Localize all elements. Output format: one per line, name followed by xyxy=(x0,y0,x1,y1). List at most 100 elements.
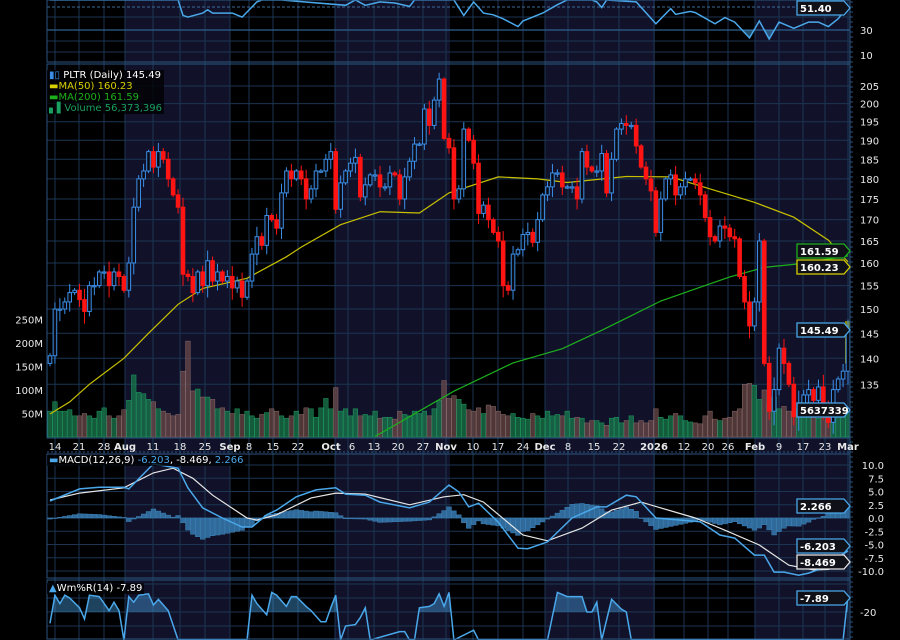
macd-histogram-bar xyxy=(559,509,565,519)
volume-bar xyxy=(126,400,132,438)
volume-bar xyxy=(96,410,102,438)
volume-bar xyxy=(303,407,309,438)
macd-histogram-bar xyxy=(190,517,196,535)
macd-histogram-bar xyxy=(741,517,748,527)
candle xyxy=(229,266,235,300)
volume-bar xyxy=(170,415,176,438)
candle xyxy=(510,245,516,300)
price-axis-label: 160 xyxy=(860,259,879,270)
candle-body xyxy=(486,204,491,221)
candle xyxy=(776,343,782,396)
tag-text: -6.203 xyxy=(800,542,836,553)
candle-body xyxy=(77,289,82,301)
candle xyxy=(382,183,388,192)
candle xyxy=(308,185,314,204)
candle xyxy=(628,121,634,130)
macd-histogram-bar xyxy=(411,517,418,522)
candle-body xyxy=(441,78,447,139)
macd-histogram-bar xyxy=(608,511,615,519)
candle-body xyxy=(747,301,752,327)
candle xyxy=(195,269,201,296)
macd-histogram-bar xyxy=(298,510,304,519)
volume-bar xyxy=(357,415,363,438)
candle-body xyxy=(372,174,378,177)
candle-body xyxy=(293,170,299,180)
month-band xyxy=(335,0,450,640)
candle xyxy=(550,163,555,198)
candle xyxy=(584,144,590,176)
volume-bar xyxy=(259,414,265,438)
candle-body xyxy=(52,308,58,357)
volume-bar xyxy=(530,413,536,438)
candle xyxy=(111,267,117,291)
candle xyxy=(338,175,343,218)
candle xyxy=(348,157,353,178)
candle xyxy=(96,269,102,289)
macd-histogram-bar xyxy=(756,517,762,529)
candle-body xyxy=(540,194,545,221)
candle-body xyxy=(402,176,407,200)
volume-bar xyxy=(549,415,555,438)
macd-histogram-bar xyxy=(308,511,314,519)
volume-bar xyxy=(569,417,575,438)
macd-histogram-bar xyxy=(195,517,201,537)
candle-body xyxy=(816,386,821,401)
volume-bar xyxy=(411,410,418,438)
volume-bar xyxy=(416,413,422,438)
date-axis-label: 21 xyxy=(73,442,86,453)
candle-body xyxy=(668,174,673,180)
candle-body xyxy=(422,108,427,145)
macd-line xyxy=(49,463,849,576)
candle-body xyxy=(205,260,210,287)
volume-bar xyxy=(732,410,738,438)
candle xyxy=(515,247,521,257)
volume-bar xyxy=(352,408,358,438)
candle-body xyxy=(264,214,270,246)
volume-bar xyxy=(175,414,181,438)
macd-histogram-bar xyxy=(628,509,634,519)
candle xyxy=(643,161,649,186)
candle xyxy=(372,169,378,182)
candle-body xyxy=(628,124,634,128)
volume-bar xyxy=(742,384,748,438)
candle xyxy=(520,228,526,257)
candle-body xyxy=(328,151,334,160)
price-axis-label: 165 xyxy=(860,237,879,248)
macd-histogram-bar xyxy=(406,517,413,522)
candle-body xyxy=(136,178,141,208)
candle xyxy=(540,192,545,222)
candle xyxy=(160,148,166,164)
price-axis-label: 195 xyxy=(860,118,879,129)
candle xyxy=(170,176,176,198)
candle xyxy=(545,181,550,202)
candle-body xyxy=(801,394,806,404)
macd-histogram-bar xyxy=(131,517,137,520)
macd-histogram-bar xyxy=(318,511,324,519)
date-axis-label: 10 xyxy=(467,442,480,453)
volume-bar xyxy=(214,408,221,438)
volume-bar xyxy=(402,414,408,438)
macd-histogram-bar xyxy=(466,517,472,529)
candle xyxy=(353,148,358,174)
tag-box xyxy=(796,322,851,338)
macd-histogram-bar xyxy=(441,510,447,519)
candle-body xyxy=(495,231,501,242)
candle-body xyxy=(599,153,605,172)
candle xyxy=(604,149,609,198)
volume-bar xyxy=(692,422,698,438)
candle xyxy=(702,191,708,222)
date-axis-label: 8 xyxy=(565,442,571,453)
volume-bar xyxy=(318,407,324,438)
candle-body xyxy=(82,299,87,312)
candle xyxy=(249,247,255,289)
candle-body xyxy=(683,178,688,188)
candle xyxy=(722,216,728,239)
volume-bar xyxy=(264,412,270,438)
date-axis-label: 11 xyxy=(147,442,160,453)
candle xyxy=(289,163,294,187)
volume-bar xyxy=(160,410,166,438)
candle xyxy=(298,165,304,186)
volume-bar xyxy=(682,420,688,438)
macd-histogram-bar xyxy=(618,508,625,519)
